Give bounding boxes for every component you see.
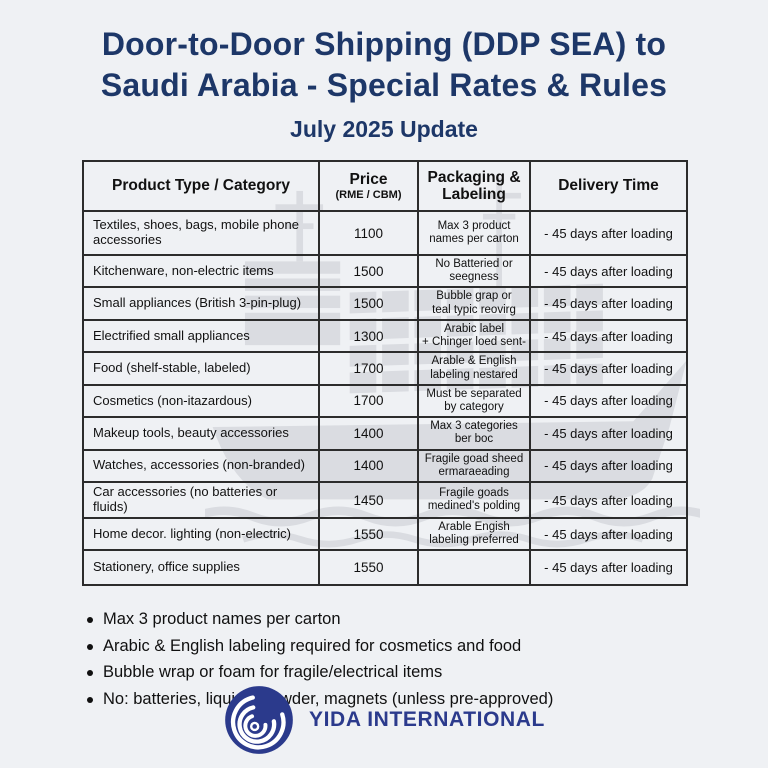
table-row: Kitchenware, non-electric items 1500 No … bbox=[82, 253, 688, 289]
cell-packaging: No Batteried or seegness bbox=[417, 253, 531, 289]
table-row: Home decor. lighting (non-electric) 1550… bbox=[82, 516, 688, 552]
cell-category: Makeup tools, beauty accessories bbox=[82, 416, 320, 451]
note-text: Max 3 product names per carton bbox=[103, 610, 341, 629]
col-header-delivery: Delivery Time bbox=[529, 160, 688, 212]
col-header-packaging-label: Packaging & Labeling bbox=[427, 168, 521, 203]
note-item: Max 3 product names per carton bbox=[86, 606, 768, 633]
note-item: No: batteries, liquids: powder, magnets … bbox=[86, 686, 768, 713]
note-text: Bubble wrap or foam for fragile/electric… bbox=[103, 663, 443, 682]
cell-delivery: - 45 days after loading bbox=[529, 383, 688, 419]
cell-category: Car accessories (no batteries or fluids) bbox=[82, 481, 320, 519]
yida-swirl-logo-icon bbox=[223, 684, 295, 756]
notes-list: Max 3 product names per carton Arabic & … bbox=[0, 606, 768, 712]
col-header-product: Product Type / Category bbox=[82, 160, 320, 212]
col-header-price-unit: (RME / CBM) bbox=[335, 189, 402, 202]
cell-delivery: - 45 days after loading bbox=[529, 416, 688, 451]
cell-price: 1400 bbox=[318, 416, 419, 451]
table-row: Watches, accessories (non-branded) 1400 … bbox=[82, 448, 688, 484]
rates-table-wrap: Product Type / Category Price (RME / CBM)… bbox=[82, 160, 688, 587]
cell-delivery: - 45 days after loading bbox=[529, 318, 688, 354]
cell-price: 1550 bbox=[318, 549, 419, 587]
table-row: Food (shelf-stable, labeled) 1700 Arable… bbox=[82, 351, 688, 386]
cell-packaging: Max 3 categories ber boc bbox=[417, 416, 531, 451]
cell-price: 1300 bbox=[318, 318, 419, 354]
cell-packaging: Arabic label + Chinger loed sent- bbox=[417, 318, 531, 354]
note-item: Bubble wrap or foam for fragile/electric… bbox=[86, 659, 768, 686]
col-header-delivery-label: Delivery Time bbox=[558, 177, 659, 195]
col-header-packaging: Packaging & Labeling bbox=[417, 160, 531, 212]
table-row: Small appliances (British 3-pin-plug) 15… bbox=[82, 286, 688, 321]
cell-packaging: Bubble grap or teal typic reovirg bbox=[417, 286, 531, 321]
cell-price: 1700 bbox=[318, 383, 419, 419]
cell-category: Cosmetics (non-itazardous) bbox=[82, 383, 320, 419]
col-header-price-label: Price bbox=[349, 170, 388, 188]
brand-name: YIDA INTERNATIONAL bbox=[309, 708, 545, 731]
table-row: Cosmetics (non-itazardous) 1700 Must be … bbox=[82, 383, 688, 419]
page-header: Door-to-Door Shipping (DDP SEA) to Saudi … bbox=[0, 0, 768, 143]
table-row: Electrified small appliances 1300 Arabic… bbox=[82, 318, 688, 354]
note-text: No: batteries, liquids: powder, magnets … bbox=[103, 689, 554, 708]
cell-category: Electrified small appliances bbox=[82, 318, 320, 354]
brand-footer: YIDA INTERNATIONAL bbox=[0, 680, 768, 760]
cell-price: 1500 bbox=[318, 253, 419, 289]
header-row: Product Type / Category Price (RME / CBM)… bbox=[82, 160, 688, 212]
note-item: Arabic & English labeling required for c… bbox=[86, 633, 768, 660]
cell-category: Textiles, shoes, bags, mobile phone acce… bbox=[82, 210, 320, 256]
col-header-price: Price (RME / CBM) bbox=[318, 160, 419, 212]
cell-category: Stationery, office supplies bbox=[82, 549, 320, 587]
cell-category: Food (shelf-stable, labeled) bbox=[82, 351, 320, 386]
cell-price: 1700 bbox=[318, 351, 419, 386]
table-row: Stationery, office supplies 1550 - 45 da… bbox=[82, 549, 688, 587]
table-row: Makeup tools, beauty accessories 1400 Ma… bbox=[82, 416, 688, 451]
cell-delivery: - 45 days after loading bbox=[529, 549, 688, 587]
cell-delivery: - 45 days after loading bbox=[529, 210, 688, 256]
page-title: Door-to-Door Shipping (DDP SEA) to Saudi … bbox=[0, 24, 768, 106]
cell-price: 1450 bbox=[318, 481, 419, 519]
cell-delivery: - 45 days after loading bbox=[529, 481, 688, 519]
cell-packaging: Fragile goad sheed ermaraeading bbox=[417, 448, 531, 484]
note-text: Arabic & English labeling required for c… bbox=[103, 636, 522, 655]
cell-delivery: - 45 days after loading bbox=[529, 351, 688, 386]
cell-price: 1550 bbox=[318, 516, 419, 552]
cell-delivery: - 45 days after loading bbox=[529, 253, 688, 289]
cell-price: 1500 bbox=[318, 286, 419, 321]
cell-price: 1100 bbox=[318, 210, 419, 256]
table-row: Car accessories (no batteries or fluids)… bbox=[82, 481, 688, 519]
cell-delivery: - 45 days after loading bbox=[529, 448, 688, 484]
cell-delivery: - 45 days after loading bbox=[529, 516, 688, 552]
cell-price: 1400 bbox=[318, 448, 419, 484]
cell-packaging: Fragile goads medined's polding bbox=[417, 481, 531, 519]
col-header-product-label: Product Type / Category bbox=[112, 177, 290, 195]
rates-table: Product Type / Category Price (RME / CBM)… bbox=[82, 160, 688, 587]
cell-packaging: Max 3 product names per carton bbox=[417, 210, 531, 256]
cell-category: Small appliances (British 3-pin-plug) bbox=[82, 286, 320, 321]
cell-category: Home decor. lighting (non-electric) bbox=[82, 516, 320, 552]
cell-packaging: Arable Engish labeling preferred bbox=[417, 516, 531, 552]
page-subtitle: July 2025 Update bbox=[290, 116, 478, 142]
page-title-line2: Saudi Arabia - Special Rates & Rules bbox=[100, 67, 668, 103]
cell-packaging: Arable & English labeling nestared bbox=[417, 351, 531, 386]
page-title-line1: Door-to-Door Shipping (DDP SEA) to bbox=[101, 26, 667, 62]
cell-category: Kitchenware, non-electric items bbox=[82, 253, 320, 289]
cell-packaging bbox=[417, 549, 531, 587]
cell-delivery: - 45 days after loading bbox=[529, 286, 688, 321]
cell-category: Watches, accessories (non-branded) bbox=[82, 448, 320, 484]
cell-packaging: Must be separated by category bbox=[417, 383, 531, 419]
table-row: Textiles, shoes, bags, mobile phone acce… bbox=[82, 210, 688, 256]
